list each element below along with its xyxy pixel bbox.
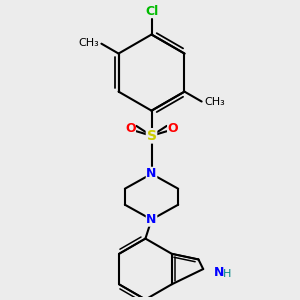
- Text: Cl: Cl: [145, 5, 158, 18]
- Text: N: N: [146, 213, 157, 226]
- Text: O: O: [125, 122, 136, 135]
- Text: O: O: [167, 122, 178, 135]
- Text: S: S: [146, 129, 157, 143]
- Text: N: N: [146, 167, 157, 180]
- Text: CH₃: CH₃: [204, 97, 225, 106]
- Text: CH₃: CH₃: [78, 38, 99, 48]
- Text: N: N: [214, 266, 224, 279]
- Text: H: H: [223, 268, 231, 279]
